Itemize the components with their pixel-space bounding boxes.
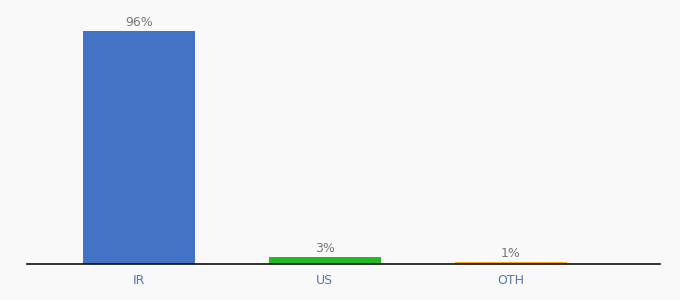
Bar [83, 31, 194, 264]
Text: 96%: 96% [125, 16, 153, 29]
Text: 3%: 3% [315, 242, 335, 255]
Text: 1%: 1% [501, 247, 521, 260]
Bar [455, 262, 566, 264]
Bar [269, 257, 381, 264]
